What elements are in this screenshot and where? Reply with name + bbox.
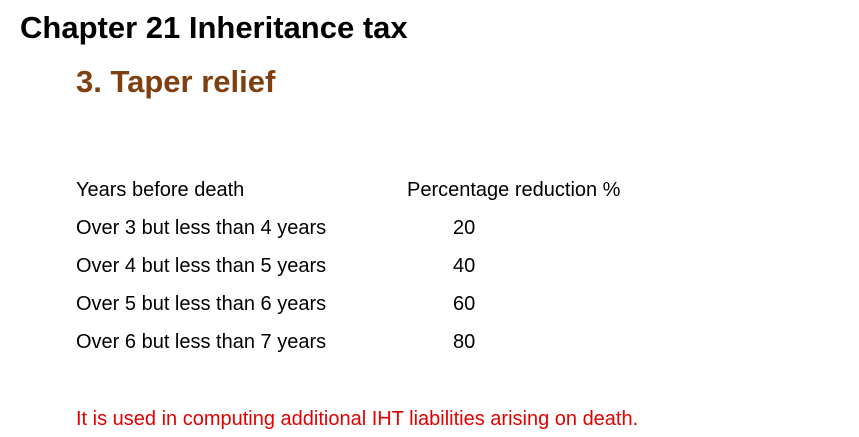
- years-cell: Over 3 but less than 4 years: [76, 217, 327, 239]
- table-header-row: Years before death Percentage reduction …: [76, 177, 716, 215]
- percentage-reduction-header: Percentage reduction %: [407, 179, 621, 201]
- iht-note: It is used in computing additional IHT l…: [76, 408, 639, 430]
- percentage-cell: 60: [453, 293, 476, 315]
- years-before-death-header: Years before death: [76, 179, 245, 201]
- table-row: Over 4 but less than 5 years 40: [76, 253, 716, 291]
- percentage-cell: 80: [453, 331, 476, 353]
- table-row: Over 6 but less than 7 years 80: [76, 329, 716, 367]
- percentage-cell: 20: [453, 217, 476, 239]
- table-row: Over 5 but less than 6 years 60: [76, 291, 716, 329]
- section-title: 3. Taper relief: [76, 64, 276, 99]
- years-cell: Over 5 but less than 6 years: [76, 293, 327, 315]
- chapter-title: Chapter 21 Inheritance tax: [20, 10, 408, 45]
- table-row: Over 3 but less than 4 years 20: [76, 215, 716, 253]
- taper-relief-table: Years before death Percentage reduction …: [76, 177, 716, 367]
- years-cell: Over 6 but less than 7 years: [76, 331, 327, 353]
- percentage-cell: 40: [453, 255, 476, 277]
- years-cell: Over 4 but less than 5 years: [76, 255, 327, 277]
